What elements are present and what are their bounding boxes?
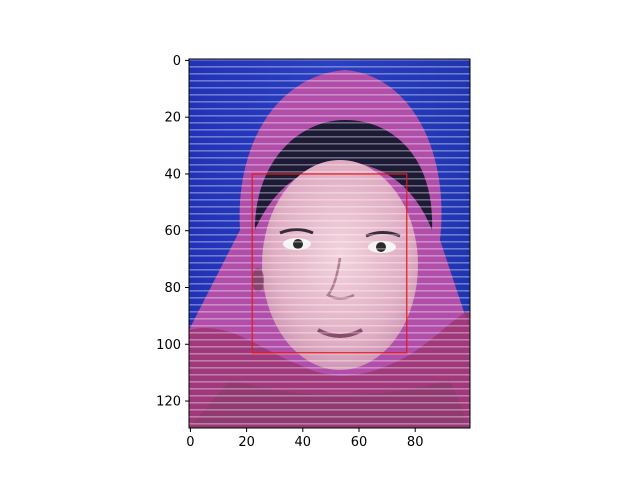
axes-frame <box>188 58 471 429</box>
y-tick-label: 100 <box>156 338 181 353</box>
y-tick-label: 40 <box>164 167 181 182</box>
y-tick-label: 120 <box>156 395 181 410</box>
x-tick-label: 0 <box>186 435 194 450</box>
x-tick-label: 20 <box>238 435 255 450</box>
y-tick-label: 80 <box>164 281 181 296</box>
x-axis: 0 20 40 60 80 <box>186 428 423 450</box>
y-axis: 0 20 40 60 80 100 120 <box>156 54 189 410</box>
face-bounding-box <box>251 173 408 354</box>
x-tick-label: 60 <box>351 435 368 450</box>
x-tick-label: 40 <box>295 435 312 450</box>
y-tick-label: 0 <box>173 54 181 69</box>
face-photo <box>189 59 470 428</box>
y-tick-label: 60 <box>164 224 181 239</box>
y-tick-label: 20 <box>164 111 181 126</box>
x-tick-label: 80 <box>407 435 424 450</box>
